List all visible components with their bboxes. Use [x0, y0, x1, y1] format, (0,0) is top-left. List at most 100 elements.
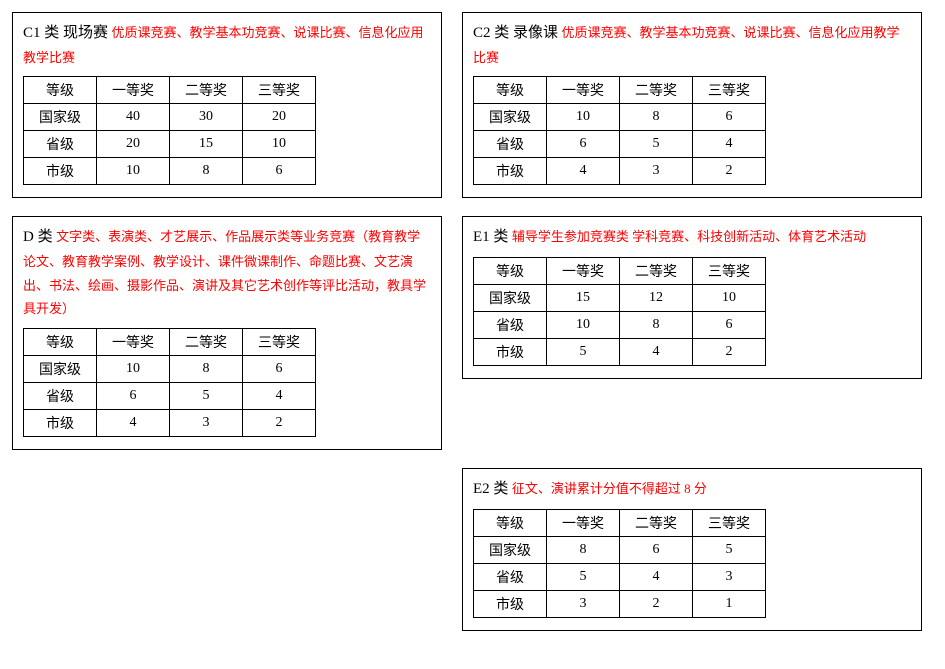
table-e2: 等级 一等奖 二等奖 三等奖 国家级 8 6 5 省级 5 4 3 市级 3 2 [473, 509, 766, 618]
panel-d-title: D 类 [23, 229, 53, 245]
col-header-p1: 一等奖 [547, 257, 620, 284]
col-header-p2: 二等奖 [620, 509, 693, 536]
cell-level: 国家级 [24, 104, 97, 131]
cell-value: 4 [693, 131, 766, 158]
table-row: 国家级 8 6 5 [474, 536, 766, 563]
table-row: 省级 20 15 10 [24, 131, 316, 158]
panel-e2-desc: 征文、演讲累计分值不得超过 8 分 [512, 481, 707, 496]
table-row: 市级 5 4 2 [474, 338, 766, 365]
cell-value: 10 [547, 104, 620, 131]
table-row: 国家级 10 8 6 [24, 356, 316, 383]
cell-value: 10 [243, 131, 316, 158]
panel-d-desc: 文字类、表演类、才艺展示、作品展示类等业务竞赛（教育教学论文、教育教学案例、教学… [23, 229, 426, 316]
col-header-level: 等级 [24, 329, 97, 356]
cell-value: 5 [693, 536, 766, 563]
col-header-p1: 一等奖 [547, 77, 620, 104]
cell-value: 8 [620, 311, 693, 338]
cell-value: 30 [170, 104, 243, 131]
cell-value: 5 [547, 338, 620, 365]
cell-level: 国家级 [474, 536, 547, 563]
table-row: 市级 3 2 1 [474, 590, 766, 617]
cell-value: 15 [547, 284, 620, 311]
cell-value: 1 [693, 590, 766, 617]
cell-level: 市级 [24, 158, 97, 185]
panel-d-header: D 类 文字类、表演类、才艺展示、作品展示类等业务竞赛（教育教学论文、教育教学案… [23, 225, 431, 322]
col-header-p3: 三等奖 [243, 329, 316, 356]
cell-value: 6 [620, 536, 693, 563]
col-header-level: 等级 [474, 509, 547, 536]
col-header-p2: 二等奖 [620, 77, 693, 104]
col-header-p3: 三等奖 [693, 509, 766, 536]
table-row: 国家级 15 12 10 [474, 284, 766, 311]
table-header-row: 等级 一等奖 二等奖 三等奖 [474, 257, 766, 284]
cell-value: 3 [620, 158, 693, 185]
table-row: 国家级 10 8 6 [474, 104, 766, 131]
col-header-level: 等级 [474, 77, 547, 104]
col-header-p3: 三等奖 [693, 257, 766, 284]
col-header-p3: 三等奖 [243, 77, 316, 104]
cell-level: 市级 [474, 338, 547, 365]
cell-level: 省级 [474, 311, 547, 338]
cell-value: 4 [243, 383, 316, 410]
cell-value: 8 [170, 356, 243, 383]
panel-c2: C2 类 录像课 优质课竞赛、教学基本功竞赛、说课比赛、信息化应用教学比赛 等级… [462, 12, 922, 198]
panel-e2-header: E2 类 征文、演讲累计分值不得超过 8 分 [473, 477, 911, 503]
panel-c1: C1 类 现场赛 优质课竞赛、教学基本功竞赛、说课比赛、信息化应用教学比赛 等级… [12, 12, 442, 198]
cell-level: 省级 [474, 563, 547, 590]
cell-value: 10 [97, 356, 170, 383]
panel-c2-header: C2 类 录像课 优质课竞赛、教学基本功竞赛、说课比赛、信息化应用教学比赛 [473, 21, 911, 70]
cell-value: 2 [243, 410, 316, 437]
cell-value: 8 [547, 536, 620, 563]
table-e1: 等级 一等奖 二等奖 三等奖 国家级 15 12 10 省级 10 8 6 市级… [473, 257, 766, 366]
panel-c1-title: C1 类 现场赛 [23, 25, 108, 41]
cell-value: 8 [170, 158, 243, 185]
col-header-p1: 一等奖 [97, 77, 170, 104]
panel-e1-title: E1 类 [473, 229, 508, 245]
table-header-row: 等级 一等奖 二等奖 三等奖 [474, 509, 766, 536]
panel-e1: E1 类 辅导学生参加竞赛类 学科竞赛、科技创新活动、体育艺术活动 等级 一等奖… [462, 216, 922, 379]
panel-e1-header: E1 类 辅导学生参加竞赛类 学科竞赛、科技创新活动、体育艺术活动 [473, 225, 911, 251]
cell-value: 8 [620, 104, 693, 131]
table-header-row: 等级 一等奖 二等奖 三等奖 [24, 77, 316, 104]
table-header-row: 等级 一等奖 二等奖 三等奖 [24, 329, 316, 356]
cell-value: 12 [620, 284, 693, 311]
cell-value: 15 [170, 131, 243, 158]
table-c2: 等级 一等奖 二等奖 三等奖 国家级 10 8 6 省级 6 5 4 市级 4 … [473, 76, 766, 185]
col-header-p1: 一等奖 [547, 509, 620, 536]
cell-value: 3 [547, 590, 620, 617]
panel-e1-desc: 辅导学生参加竞赛类 学科竞赛、科技创新活动、体育艺术活动 [512, 229, 866, 244]
table-row: 省级 6 5 4 [24, 383, 316, 410]
col-header-p3: 三等奖 [693, 77, 766, 104]
cell-value: 6 [693, 104, 766, 131]
cell-level: 省级 [24, 383, 97, 410]
col-header-p2: 二等奖 [170, 77, 243, 104]
col-header-p2: 二等奖 [170, 329, 243, 356]
cell-level: 市级 [474, 158, 547, 185]
table-header-row: 等级 一等奖 二等奖 三等奖 [474, 77, 766, 104]
col-header-p2: 二等奖 [620, 257, 693, 284]
cell-value: 6 [243, 158, 316, 185]
col-header-level: 等级 [474, 257, 547, 284]
cell-level: 国家级 [474, 284, 547, 311]
table-row: 省级 6 5 4 [474, 131, 766, 158]
cell-value: 40 [97, 104, 170, 131]
cell-value: 6 [243, 356, 316, 383]
table-d: 等级 一等奖 二等奖 三等奖 国家级 10 8 6 省级 6 5 4 市级 4 … [23, 328, 316, 437]
col-header-level: 等级 [24, 77, 97, 104]
cell-level: 市级 [24, 410, 97, 437]
cell-value: 2 [693, 158, 766, 185]
cell-level: 国家级 [474, 104, 547, 131]
cell-value: 4 [547, 158, 620, 185]
cell-value: 10 [547, 311, 620, 338]
table-c1: 等级 一等奖 二等奖 三等奖 国家级 40 30 20 省级 20 15 10 … [23, 76, 316, 185]
cell-value: 10 [693, 284, 766, 311]
col-header-p1: 一等奖 [97, 329, 170, 356]
panel-e2-title: E2 类 [473, 481, 508, 497]
table-row: 国家级 40 30 20 [24, 104, 316, 131]
table-row: 省级 10 8 6 [474, 311, 766, 338]
cell-value: 5 [620, 131, 693, 158]
cell-value: 20 [97, 131, 170, 158]
cell-value: 4 [97, 410, 170, 437]
cell-value: 6 [547, 131, 620, 158]
cell-value: 3 [693, 563, 766, 590]
